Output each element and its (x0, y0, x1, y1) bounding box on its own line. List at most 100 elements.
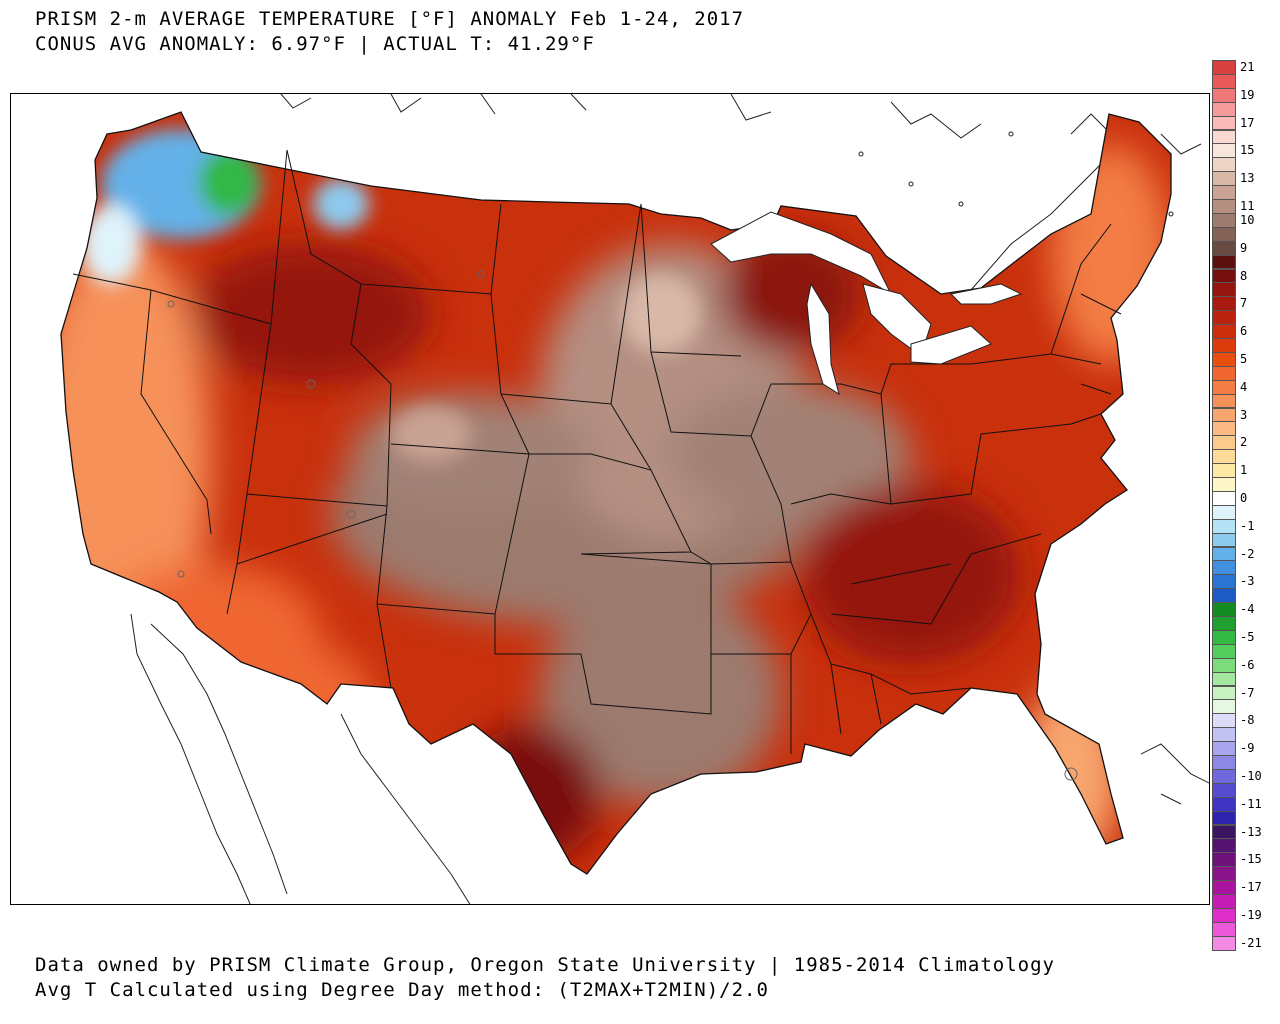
legend-swatch (1212, 935, 1236, 951)
legend-label: -3 (1240, 574, 1255, 589)
legend-label: -11 (1240, 796, 1262, 811)
color-legend: 21 19 17 15 13 11 10 9 8 7 6 5 4 3 2 1 0 -1 -2 -3 -4 -5 -6 -7 -8… (1212, 60, 1272, 966)
legend-swatch (1212, 588, 1236, 604)
legend-swatch (1212, 546, 1236, 562)
legend-label: 7 (1240, 296, 1248, 311)
map-panel (10, 93, 1210, 905)
legend-label: 19 (1240, 87, 1255, 102)
legend-swatch (1212, 504, 1236, 520)
legend-label: 9 (1240, 240, 1248, 255)
legend-swatch (1212, 796, 1236, 812)
legend-label: -15 (1240, 852, 1262, 867)
legend-swatch (1212, 351, 1236, 367)
legend-swatch (1212, 894, 1236, 909)
legend-swatch (1212, 338, 1236, 353)
legend-label: 4 (1240, 379, 1248, 394)
legend-swatch (1212, 824, 1236, 840)
legend-swatch (1212, 880, 1236, 895)
legend-label: 5 (1240, 351, 1248, 366)
legend-swatch (1212, 741, 1236, 756)
legend-swatch (1212, 768, 1236, 784)
legend-swatch (1212, 185, 1236, 200)
legend-swatch (1212, 115, 1236, 131)
legend-label: -2 (1240, 546, 1255, 561)
legend-label: 1 (1240, 463, 1248, 478)
data-credit: Data owned by PRISM Climate Group, Orego… (35, 954, 1055, 976)
legend-swatch (1212, 324, 1236, 339)
legend-swatch (1212, 435, 1236, 451)
legend-swatch (1212, 240, 1236, 256)
legend-label: 15 (1240, 143, 1255, 158)
legend-swatch (1212, 782, 1236, 798)
legend-swatch (1212, 490, 1236, 506)
legend-label: -5 (1240, 629, 1255, 644)
calculation-note: Avg T Calculated using Degree Day method… (35, 979, 769, 1001)
legend-swatch (1212, 199, 1236, 214)
legend-label: -9 (1240, 741, 1255, 756)
legend-label: 2 (1240, 435, 1248, 450)
legend-swatch (1212, 282, 1236, 298)
legend-swatch (1212, 810, 1236, 826)
legend-swatch (1212, 310, 1236, 326)
legend-swatch (1212, 60, 1236, 75)
legend-swatch (1212, 449, 1236, 465)
legend-swatch (1212, 866, 1236, 882)
legend-label: -7 (1240, 685, 1255, 700)
legend-swatch (1212, 254, 1236, 270)
legend-swatch (1212, 143, 1236, 159)
lake-specks (167, 270, 1078, 781)
legend-swatch (1212, 477, 1236, 492)
legend-swatch (1212, 671, 1236, 687)
legend-swatch (1212, 101, 1236, 117)
great-lakes (710, 211, 1023, 396)
legend-swatch (1212, 727, 1236, 743)
legend-swatch (1212, 365, 1236, 381)
legend-swatch (1212, 73, 1236, 89)
legend-swatch (1212, 643, 1236, 659)
legend-swatch (1212, 657, 1236, 673)
legend-swatch (1212, 421, 1236, 437)
map-subtitle: CONUS AVG ANOMALY: 6.97°F | ACTUAL T: 41… (35, 33, 595, 55)
legend-swatch (1212, 129, 1236, 145)
legend-label: 11 (1240, 199, 1255, 213)
legend-label: -10 (1240, 768, 1262, 783)
legend-swatch (1212, 574, 1236, 590)
legend-label: 0 (1240, 490, 1248, 505)
legend-label: 6 (1240, 324, 1248, 339)
legend-label: 13 (1240, 171, 1255, 186)
legend-label: 10 (1240, 212, 1255, 227)
legend-swatch (1212, 87, 1236, 103)
anomaly-field (61, 112, 1171, 874)
legend-swatch (1212, 685, 1236, 701)
legend-swatch (1212, 713, 1236, 729)
legend-label: -19 (1240, 907, 1262, 922)
legend-label: -13 (1240, 824, 1262, 839)
legend-swatch (1212, 602, 1236, 617)
legend-label: -17 (1240, 880, 1262, 895)
legend-swatch (1212, 616, 1236, 631)
legend-swatch (1212, 699, 1236, 715)
legend-swatch (1212, 268, 1236, 284)
legend-swatch (1212, 907, 1236, 923)
legend-swatch (1212, 407, 1236, 423)
legend-label: 8 (1240, 268, 1248, 283)
legend-label: 3 (1240, 407, 1248, 422)
legend-swatch (1212, 532, 1236, 548)
legend-label: -6 (1240, 657, 1255, 672)
temperature-anomaly-map (60, 94, 1209, 904)
legend-swatch (1212, 838, 1236, 854)
legend-swatch (1212, 226, 1236, 242)
legend-swatch (1212, 852, 1236, 868)
legend-swatch (1212, 212, 1236, 228)
legend-label: -8 (1240, 713, 1255, 728)
legend-swatch (1212, 157, 1236, 173)
legend-label: -1 (1240, 518, 1255, 533)
legend-label: 21 (1240, 60, 1255, 74)
legend-swatch (1212, 463, 1236, 478)
legend-swatch (1212, 393, 1236, 409)
legend-swatch (1212, 560, 1236, 576)
legend-swatch (1212, 921, 1236, 937)
legend-swatch (1212, 171, 1236, 187)
legend-swatch (1212, 755, 1236, 770)
state-boundaries (60, 111, 1172, 875)
